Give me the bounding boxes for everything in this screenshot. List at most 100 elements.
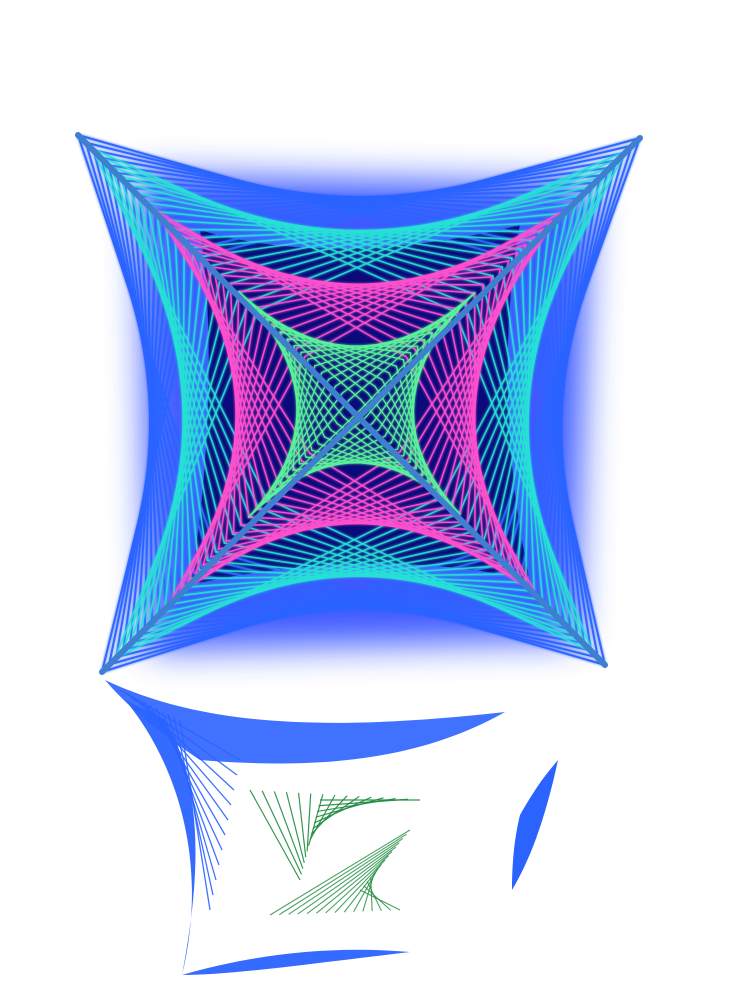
cyan-thread <box>139 282 232 633</box>
outer-thread <box>200 565 592 652</box>
reflection-thread <box>310 795 348 835</box>
green-thread <box>248 398 351 518</box>
mirror-reflection <box>105 680 558 975</box>
magenta-thread <box>217 307 257 550</box>
reflection-thread <box>315 797 384 818</box>
outer-thread <box>491 137 641 549</box>
cyan-thread <box>130 291 241 642</box>
reflection-thread <box>273 791 304 869</box>
cyan-thread <box>164 219 532 242</box>
cyan-thread <box>137 192 504 268</box>
reflection-thread <box>249 789 301 881</box>
green-thread <box>260 385 337 505</box>
magenta-thread <box>179 234 433 334</box>
cyan-thread <box>475 186 589 532</box>
magenta-thread <box>194 331 281 574</box>
reflection-top-band <box>105 680 505 764</box>
cyan-thread <box>100 156 466 304</box>
cyan-thread <box>257 506 585 645</box>
magenta-thread <box>421 236 536 476</box>
magenta-thread <box>232 290 240 534</box>
magenta-thread <box>263 500 491 547</box>
magenta-thread-web <box>154 209 561 598</box>
cyan-thread <box>215 551 544 601</box>
cyan-thread <box>458 168 608 515</box>
magenta-thread <box>212 266 467 302</box>
cyan-thread <box>198 568 527 584</box>
frame-diagonal-b <box>99 135 643 675</box>
cyan-thread <box>109 165 475 295</box>
cyan-thread <box>466 177 599 523</box>
magenta-thread <box>459 276 493 515</box>
cyan-thread <box>164 255 204 607</box>
reflection-thread <box>288 838 404 915</box>
cyan-thread <box>223 542 552 610</box>
outer-thread <box>505 152 625 564</box>
wooden-cross-frame <box>75 132 643 675</box>
magenta-thread <box>154 209 408 358</box>
magenta-thread <box>225 298 248 542</box>
magenta-thread <box>285 476 514 570</box>
reflection-thread <box>334 859 386 913</box>
green-thread <box>244 297 369 394</box>
magenta-thread <box>202 323 273 566</box>
outer-thread <box>207 558 599 659</box>
green-thread <box>238 290 362 401</box>
reflection-thread <box>278 833 407 916</box>
reflection-right-fragment <box>512 760 558 890</box>
cyan-thread <box>508 221 551 567</box>
reflection-left-sweep <box>125 700 410 975</box>
cyan-thread <box>127 183 494 277</box>
magenta-thread <box>188 242 442 326</box>
outer-thread <box>84 141 521 252</box>
cyan-thread <box>206 559 535 593</box>
cyan-thread <box>155 210 523 251</box>
reflection-thread <box>316 851 393 914</box>
frame-diagonal-a <box>75 132 608 668</box>
outer-thread <box>77 134 513 260</box>
cyan-thread <box>181 237 185 589</box>
magenta-thread <box>444 260 510 500</box>
reflection-thread <box>306 846 397 915</box>
cyan-thread <box>483 195 580 541</box>
magenta-thread <box>171 226 425 342</box>
cyan-thread <box>118 174 485 286</box>
green-thread <box>359 292 476 411</box>
outer-thread <box>108 247 196 666</box>
reflection-thread <box>179 719 211 911</box>
cyan-thread <box>500 212 561 558</box>
reflection-thread <box>269 829 411 916</box>
magenta-thread <box>210 315 265 558</box>
magenta-thread <box>429 244 527 484</box>
magenta-thread <box>247 516 476 531</box>
cyan-thread <box>248 515 577 636</box>
outer-thread <box>498 144 633 557</box>
reflection-thread <box>353 868 379 913</box>
outer-thread <box>214 550 606 666</box>
cyan-thread <box>172 246 195 598</box>
reflection-thread <box>297 792 307 858</box>
reflection-thread <box>325 855 389 914</box>
reflection-thread <box>306 793 312 852</box>
cyan-thread <box>156 264 213 615</box>
reflection-thread <box>362 872 375 912</box>
reflection-thread <box>261 790 302 875</box>
cyan-thread <box>491 203 570 549</box>
magenta-thread <box>451 268 502 508</box>
magenta-thread <box>278 484 506 562</box>
outer-blue-thread-web <box>77 134 641 673</box>
magenta-thread <box>270 492 499 554</box>
outer-thread <box>92 149 529 245</box>
magenta-thread <box>308 452 536 593</box>
magenta-thread <box>255 508 484 539</box>
magenta-thread <box>399 212 561 453</box>
reflection-thread <box>370 877 373 912</box>
reflection-thread <box>309 794 336 841</box>
reflection-thread <box>297 842 400 915</box>
cyan-thread <box>240 524 569 627</box>
cyan-thread <box>122 300 250 651</box>
magenta-thread <box>436 252 519 492</box>
reflection-thread <box>285 791 305 864</box>
